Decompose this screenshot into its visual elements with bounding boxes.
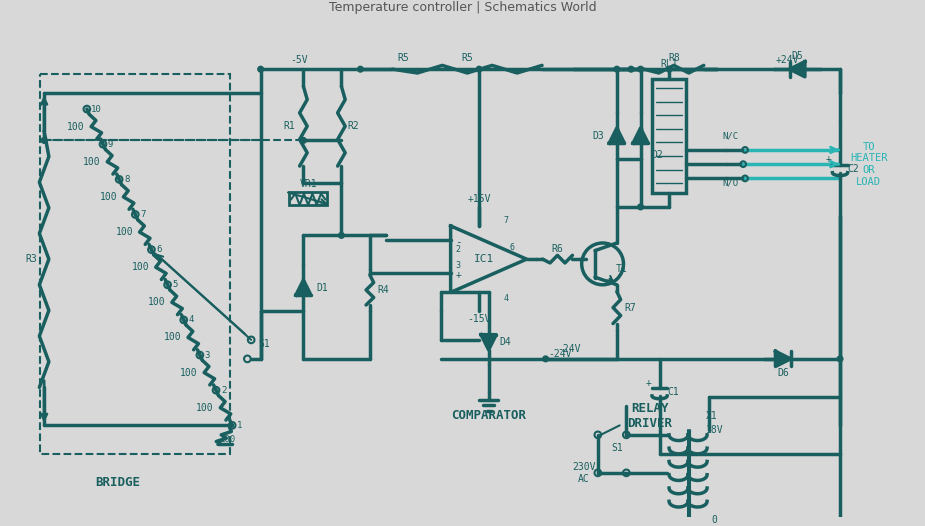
Text: N/C: N/C: [722, 131, 739, 140]
Text: R1: R1: [283, 121, 295, 131]
Circle shape: [42, 138, 47, 143]
Text: VR1: VR1: [300, 179, 317, 189]
Polygon shape: [633, 128, 648, 143]
Text: +: +: [455, 270, 462, 280]
Circle shape: [837, 356, 843, 362]
Text: 3: 3: [456, 261, 461, 270]
Text: 100: 100: [164, 332, 181, 342]
Text: BRIDGE: BRIDGE: [95, 476, 141, 489]
Circle shape: [358, 66, 364, 72]
Text: RELAY
DRIVER: RELAY DRIVER: [627, 402, 672, 430]
Text: R5: R5: [397, 53, 409, 63]
Circle shape: [301, 138, 306, 143]
Text: 18V: 18V: [706, 425, 723, 435]
Text: -24V: -24V: [549, 349, 572, 359]
Text: 100: 100: [148, 297, 166, 307]
Text: 100: 100: [219, 435, 236, 444]
Text: R7: R7: [624, 302, 636, 312]
Text: 100: 100: [116, 227, 133, 237]
Text: T1: T1: [616, 264, 627, 274]
Polygon shape: [296, 280, 311, 295]
Text: S1: S1: [611, 443, 623, 453]
Text: 8: 8: [124, 175, 130, 184]
Text: -15V: -15V: [467, 314, 491, 324]
Text: 4: 4: [503, 294, 508, 302]
Text: D5: D5: [792, 51, 803, 61]
Text: S1: S1: [259, 339, 270, 349]
Text: IC1: IC1: [474, 254, 494, 264]
Text: 5: 5: [172, 280, 178, 289]
Text: COMPARATOR: COMPARATOR: [451, 409, 526, 422]
Text: 100: 100: [131, 262, 149, 272]
Polygon shape: [775, 351, 791, 367]
Text: TO
HEATER
OR
LOAD: TO HEATER OR LOAD: [850, 142, 887, 187]
Text: C1: C1: [667, 387, 679, 397]
Text: 100: 100: [83, 157, 101, 167]
Text: 230V
AC: 230V AC: [572, 462, 596, 483]
Polygon shape: [481, 335, 496, 350]
Title: Temperature controller | Schematics World: Temperature controller | Schematics Worl…: [328, 2, 597, 14]
Text: 7: 7: [503, 216, 508, 225]
Text: 2: 2: [456, 245, 461, 254]
Bar: [290, 191, 327, 205]
Text: D1: D1: [316, 282, 328, 292]
Circle shape: [628, 66, 634, 72]
Text: 6: 6: [156, 245, 162, 254]
Text: 3: 3: [204, 350, 210, 360]
Text: 100: 100: [68, 122, 85, 132]
Text: R5: R5: [462, 53, 473, 63]
Text: 100: 100: [99, 192, 117, 202]
Text: RL1: RL1: [660, 59, 678, 69]
Text: C2: C2: [847, 164, 859, 174]
Circle shape: [543, 356, 549, 362]
Text: 7: 7: [141, 210, 145, 219]
Text: R3: R3: [25, 254, 37, 264]
Text: R4: R4: [377, 285, 389, 295]
Text: R8: R8: [668, 53, 680, 63]
Circle shape: [637, 204, 644, 210]
Text: +24V: +24V: [776, 55, 799, 65]
Text: -: -: [455, 237, 462, 247]
Text: -24V: -24V: [558, 345, 581, 355]
Text: D4: D4: [500, 337, 512, 347]
Text: 9: 9: [108, 140, 113, 149]
Circle shape: [637, 66, 644, 72]
Circle shape: [476, 66, 482, 72]
Text: +: +: [646, 378, 651, 388]
Text: 4: 4: [189, 316, 194, 325]
Text: 100: 100: [180, 368, 198, 378]
Text: N/O: N/O: [722, 179, 739, 188]
Text: 6: 6: [510, 243, 515, 252]
Circle shape: [614, 66, 620, 72]
Text: D2: D2: [652, 150, 663, 160]
Text: 10: 10: [91, 105, 102, 114]
Text: D6: D6: [777, 368, 789, 378]
Circle shape: [339, 232, 344, 238]
Text: -5V: -5V: [290, 55, 307, 65]
Bar: [652, 79, 686, 193]
Text: D3: D3: [592, 130, 604, 140]
Polygon shape: [790, 62, 805, 77]
Text: 2: 2: [221, 386, 227, 394]
Text: R6: R6: [551, 244, 563, 254]
Text: 0: 0: [711, 515, 718, 525]
Text: 1: 1: [237, 421, 242, 430]
Circle shape: [258, 66, 264, 72]
Text: +: +: [826, 155, 832, 165]
Polygon shape: [610, 128, 624, 143]
Text: R2: R2: [347, 121, 359, 131]
Text: 100: 100: [196, 403, 214, 413]
Text: X1: X1: [706, 411, 718, 421]
Circle shape: [666, 66, 672, 72]
Text: +15V: +15V: [467, 194, 491, 204]
